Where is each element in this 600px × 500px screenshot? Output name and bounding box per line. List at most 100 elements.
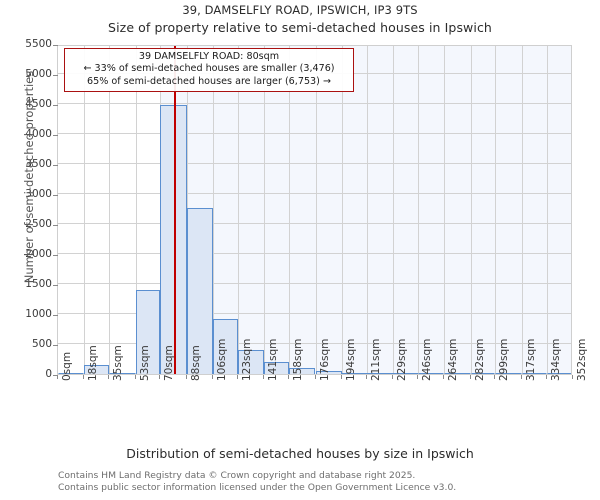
x-axis-tick-label: 35sqm <box>112 345 125 381</box>
x-axis-tick-label: 70sqm <box>163 345 176 381</box>
histogram-bar <box>366 372 394 374</box>
annotation-line-2: ← 33% of semi-detached houses are smalle… <box>83 63 335 75</box>
attribution-footer: Contains HM Land Registry data © Crown c… <box>58 470 598 494</box>
histogram-bar <box>109 373 136 374</box>
histogram-bar <box>341 372 367 374</box>
gridline-vertical <box>393 46 395 374</box>
x-axis-tick-label: 0sqm <box>61 351 73 381</box>
gridline-horizontal <box>58 133 571 134</box>
gridline-horizontal <box>58 193 571 194</box>
x-axis-tick-label: 176sqm <box>318 338 331 381</box>
x-axis-tick-mark <box>545 375 547 379</box>
y-axis-tick-mark <box>53 315 58 316</box>
x-axis-title: Distribution of semi-detached houses by … <box>126 446 474 461</box>
gridline-vertical <box>289 46 291 374</box>
data-extent-wash <box>160 46 571 374</box>
histogram-bar <box>495 373 522 374</box>
gridline-vertical <box>341 46 343 374</box>
y-axis-tick-mark <box>53 285 58 286</box>
x-axis-tick-mark <box>520 375 522 379</box>
histogram-bar <box>444 373 471 374</box>
plot-area <box>57 45 572 375</box>
gridline-horizontal <box>58 163 571 164</box>
x-axis-tick-label: 264sqm <box>447 338 460 381</box>
x-axis-tick-label: 334sqm <box>549 338 562 381</box>
gridline-vertical <box>521 46 523 374</box>
gridline-vertical <box>237 46 239 374</box>
x-axis-tick-label: 211sqm <box>369 338 382 381</box>
gridline-vertical <box>213 46 215 374</box>
x-axis-tick-label: 352sqm <box>576 338 588 381</box>
y-axis-tick-mark <box>53 135 58 136</box>
x-axis-tick-mark <box>494 375 496 379</box>
x-axis-tick-label: 158sqm <box>292 338 305 381</box>
y-axis-title: Number of semi-detached properties <box>22 70 36 284</box>
histogram-bar <box>315 371 342 374</box>
gridline-horizontal <box>58 343 571 344</box>
gridline-horizontal <box>58 223 571 224</box>
x-axis-tick-mark <box>236 375 238 379</box>
gridline-vertical <box>470 46 472 374</box>
x-axis-tick-label: 299sqm <box>498 338 511 381</box>
annotation-line-1: 39 DAMSELFLY ROAD: 80sqm <box>138 51 280 62</box>
y-axis-tick-mark <box>53 195 58 196</box>
gridline-vertical <box>264 46 266 374</box>
gridline-vertical <box>135 46 137 374</box>
y-axis-tick-label: 500 <box>31 338 52 350</box>
gridline-vertical <box>546 46 548 374</box>
gridline-horizontal <box>58 103 571 104</box>
x-axis-tick-mark <box>212 375 214 379</box>
y-axis-tick-mark <box>53 45 58 46</box>
gridline-vertical <box>495 46 497 374</box>
x-axis-tick-label: 317sqm <box>524 338 537 381</box>
chart-subtitle: Size of property relative to semi-detach… <box>108 20 492 35</box>
histogram-bar <box>289 367 316 374</box>
y-axis-tick-label: 3500 <box>25 158 52 170</box>
gridline-vertical <box>366 46 368 374</box>
x-axis-tick-label: 123sqm <box>240 338 253 381</box>
x-axis-tick-mark <box>392 375 394 379</box>
x-axis-tick-mark <box>185 375 187 379</box>
x-axis-tick-label: 229sqm <box>396 338 409 381</box>
x-axis-tick-label: 141sqm <box>267 338 280 381</box>
x-axis-tick-mark <box>263 375 265 379</box>
x-axis-tick-mark <box>134 375 136 379</box>
gridline-vertical <box>417 46 419 374</box>
y-axis-tick-mark <box>53 345 58 346</box>
y-axis-tick-label: 4000 <box>25 128 52 140</box>
x-axis-tick-mark <box>159 375 161 379</box>
y-axis-tick-label: 4500 <box>25 98 52 110</box>
y-axis-tick-label: 1000 <box>25 308 52 320</box>
y-axis-tick-label: 0 <box>45 368 52 380</box>
y-axis-tick-label: 1500 <box>25 278 52 290</box>
footer-line-2: Contains public sector information licen… <box>58 482 457 494</box>
y-axis-tick-mark <box>53 375 58 376</box>
histogram-bar <box>58 373 85 374</box>
y-axis-tick-mark <box>53 105 58 106</box>
x-axis-tick-mark <box>314 375 316 379</box>
y-axis-tick-label: 5500 <box>25 38 52 50</box>
x-axis-tick-label: 53sqm <box>138 345 151 381</box>
x-axis-tick-label: 246sqm <box>420 338 433 381</box>
histogram-bar <box>237 350 265 374</box>
y-axis-tick-label: 5000 <box>25 68 52 80</box>
histogram-bar <box>417 373 445 374</box>
y-axis-tick-label: 2500 <box>25 218 52 230</box>
x-axis-tick-mark <box>443 375 445 379</box>
gridline-horizontal <box>58 313 571 314</box>
y-axis-tick-label: 2000 <box>25 248 52 260</box>
x-axis-tick-mark <box>83 375 85 379</box>
x-axis-tick-label: 282sqm <box>473 338 486 381</box>
y-axis-tick-label: 3000 <box>25 188 52 200</box>
gridline-vertical <box>315 46 317 374</box>
histogram-bar <box>264 362 290 374</box>
x-axis-tick-mark <box>57 375 58 379</box>
gridline-horizontal <box>58 283 571 284</box>
x-axis-tick-label: 88sqm <box>189 345 202 381</box>
gridline-vertical <box>444 46 446 374</box>
property-marker-line <box>174 46 177 374</box>
x-axis-tick-mark <box>572 375 573 379</box>
histogram-bar <box>84 365 110 374</box>
x-axis-tick-mark <box>469 375 471 379</box>
